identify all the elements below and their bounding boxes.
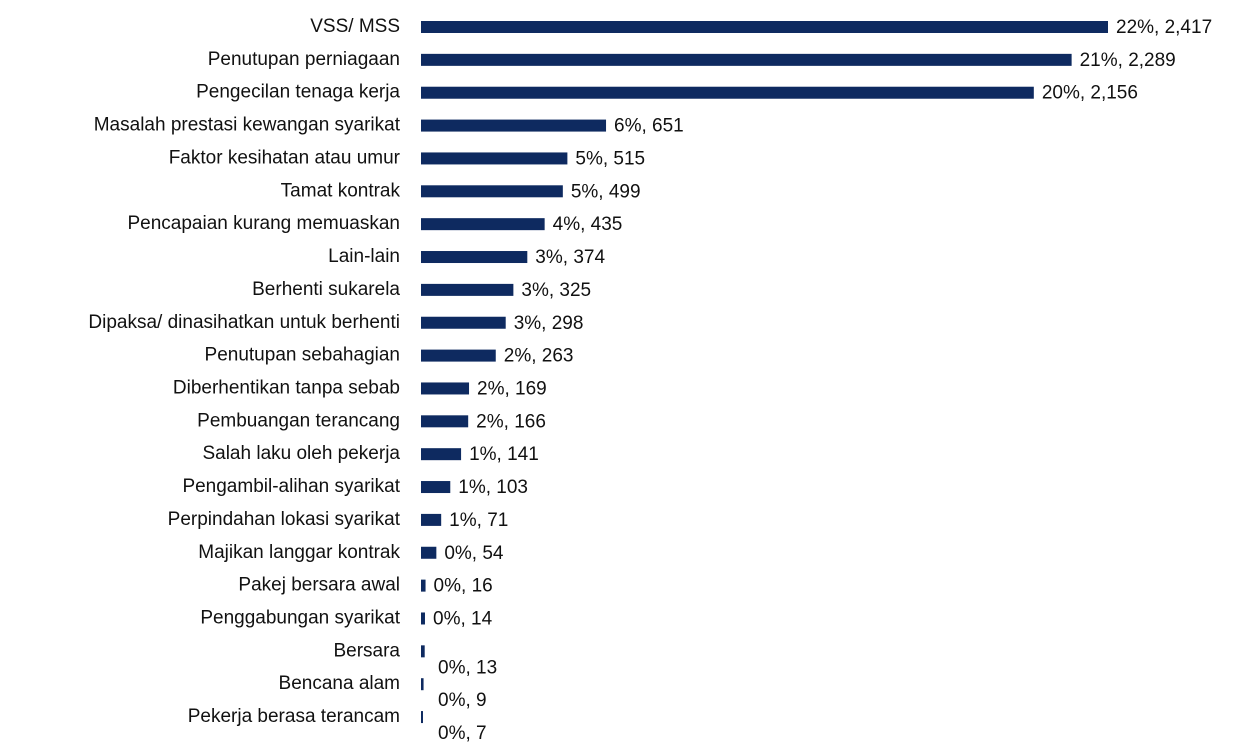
bar: [421, 448, 462, 461]
y-tick-label: Perpindahan lokasi syarikat: [168, 509, 401, 530]
y-tick-label: Pekerja berasa terancam: [188, 706, 400, 727]
y-tick-label: Penggabungan syarikat: [200, 607, 400, 628]
bar: [421, 349, 496, 362]
bar: [421, 251, 528, 264]
bar: [421, 53, 1072, 66]
data-label: 20%, 2,156: [1042, 83, 1138, 104]
data-label: 6%, 651: [614, 116, 684, 137]
y-tick-label: Pembuangan terancang: [197, 410, 400, 431]
y-tick-label: Masalah prestasi kewangan syarikat: [94, 115, 401, 136]
data-label: 2%, 263: [504, 346, 574, 367]
y-tick-label: Lain-lain: [328, 246, 400, 267]
y-tick-label: Pencapaian kurang memuaskan: [127, 213, 400, 234]
bar: [421, 579, 426, 592]
y-tick-label: Tamat kontrak: [281, 180, 401, 201]
data-label: 0%, 13: [438, 657, 497, 678]
y-tick-label: Majikan langgar kontrak: [198, 542, 400, 563]
y-tick-label: Berhenti sukarela: [252, 279, 400, 300]
bar: [421, 711, 423, 724]
bar: [421, 513, 442, 526]
bar: [421, 152, 568, 165]
data-label: 1%, 71: [449, 510, 508, 531]
bar: [421, 283, 514, 296]
bar: [421, 382, 470, 395]
data-label: 0%, 7: [438, 723, 487, 742]
data-label: 4%, 435: [553, 214, 623, 235]
bar: [421, 218, 545, 231]
data-label: 3%, 374: [535, 247, 605, 268]
bar: [421, 678, 424, 691]
y-tick-label: Penutupan sebahagian: [205, 345, 400, 366]
data-label: 22%, 2,417: [1116, 17, 1212, 38]
y-tick-label: VSS/ MSS: [310, 16, 400, 37]
data-label: 0%, 16: [434, 576, 493, 597]
data-label: 1%, 103: [458, 477, 528, 498]
y-tick-label: Faktor kesihatan atau umur: [169, 147, 401, 168]
data-label: 21%, 2,289: [1080, 50, 1176, 71]
y-tick-label: Pengecilan tenaga kerja: [196, 82, 400, 103]
bar: [421, 316, 506, 329]
y-tick-label: Penutupan perniagaan: [208, 49, 400, 70]
bar: [421, 481, 451, 494]
y-tick-label: Bencana alam: [279, 673, 400, 694]
y-tick-label: Dipaksa/ dinasihatkan untuk berhenti: [88, 312, 400, 333]
data-label: 3%, 298: [514, 313, 584, 334]
data-label: 0%, 54: [444, 543, 504, 564]
data-label: 5%, 515: [575, 148, 645, 169]
bar: [421, 185, 563, 198]
data-label: 1%, 141: [469, 444, 539, 465]
data-label: 3%, 325: [521, 280, 591, 301]
data-label: 2%, 166: [476, 411, 546, 432]
data-label: 0%, 14: [433, 608, 493, 629]
data-label: 5%, 499: [571, 181, 641, 202]
bar: [421, 119, 607, 132]
bar: [421, 645, 425, 658]
data-label: 2%, 169: [477, 378, 547, 399]
y-tick-label: Pengambil-alihan syarikat: [182, 476, 400, 497]
data-label: 0%, 9: [438, 690, 487, 711]
y-tick-label: Diberhentikan tanpa sebab: [173, 377, 400, 398]
y-tick-label: Bersara: [333, 640, 400, 661]
bar: [421, 546, 437, 559]
bar: [421, 415, 469, 428]
bar: [421, 21, 1108, 33]
bar: [421, 86, 1034, 99]
bar: [421, 612, 425, 625]
y-tick-label: Salah laku oleh pekerja: [202, 443, 400, 464]
y-tick-label: Pakej bersara awal: [238, 575, 400, 596]
